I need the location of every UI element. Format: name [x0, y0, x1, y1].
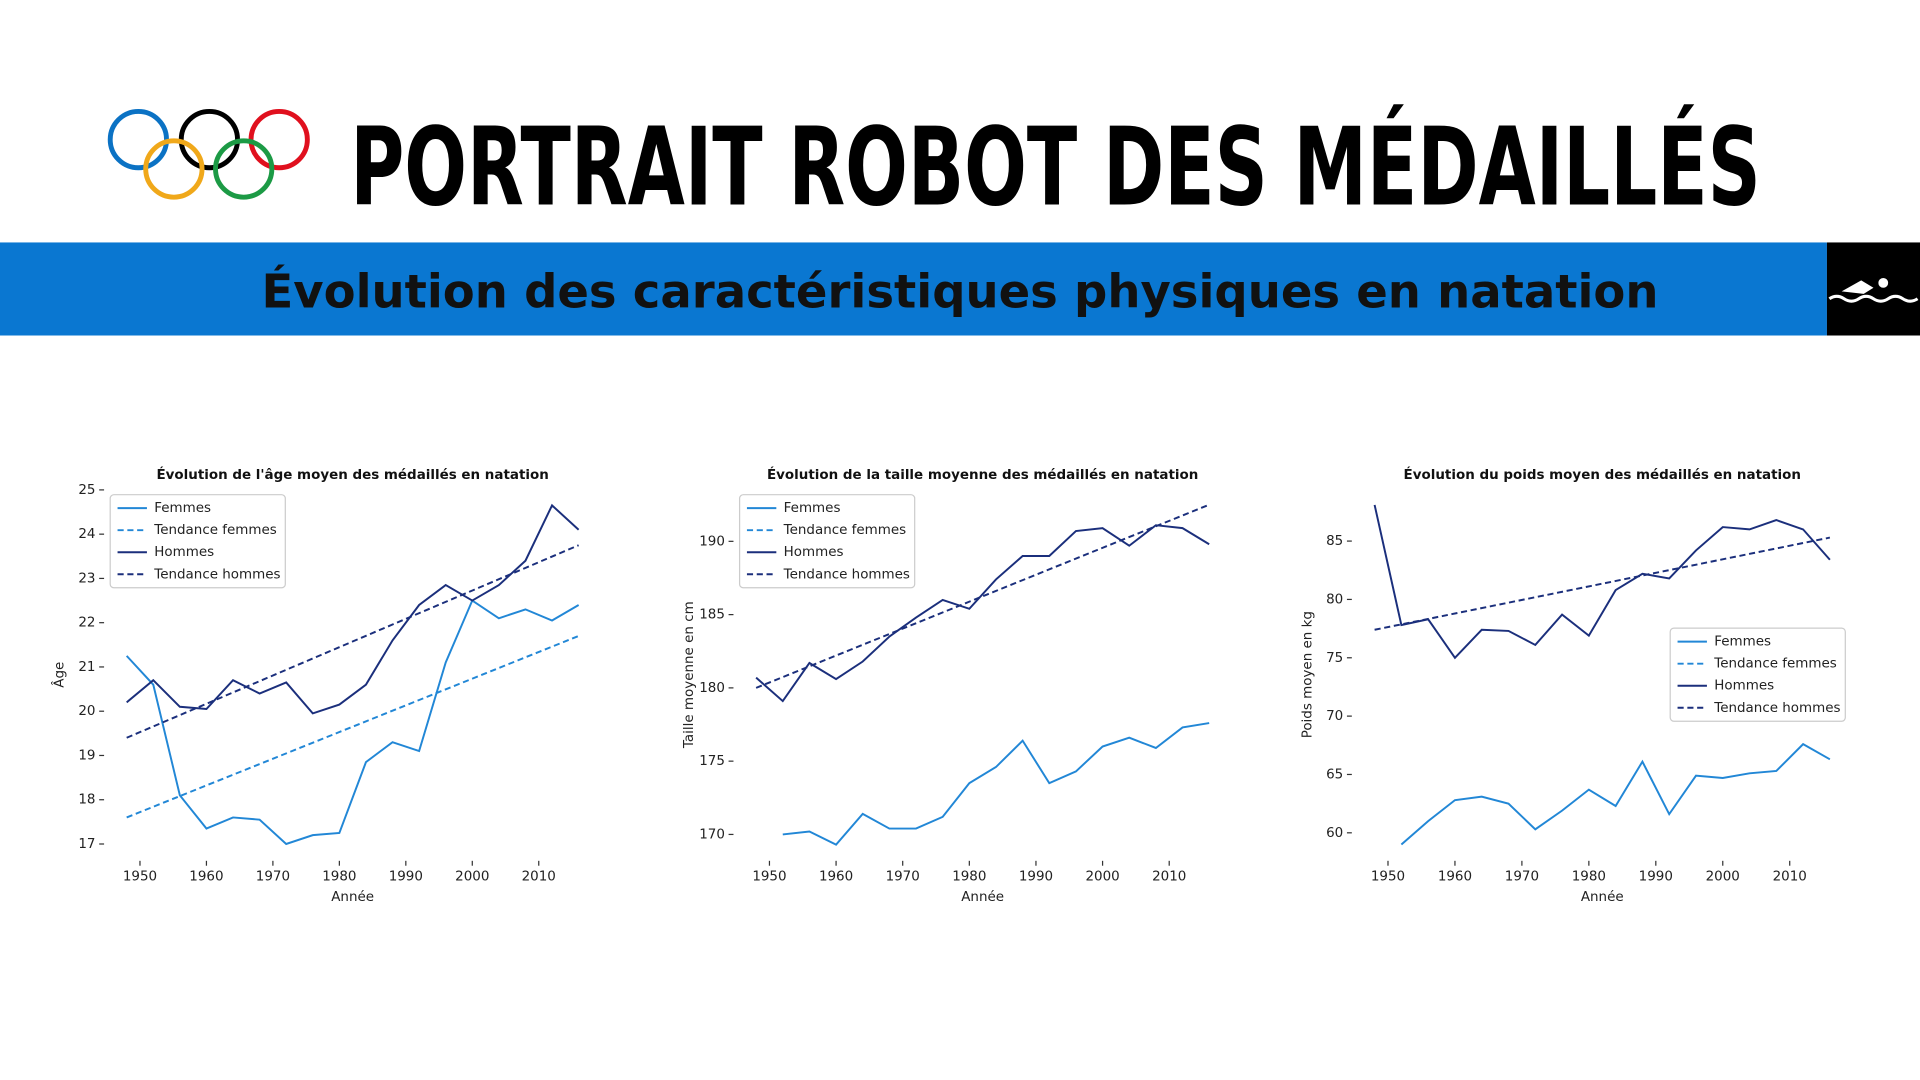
page-subtitle: Évolution des caractéristiques physiques… [262, 264, 1659, 318]
series-line [1373, 504, 1831, 660]
y-tick-label: 18 [78, 793, 95, 808]
y-tick-label: 60 [1326, 826, 1343, 841]
swim-icon-box [1826, 242, 1920, 336]
x-axis-label: Année [331, 889, 374, 905]
legend-label: Hommes [784, 545, 844, 560]
y-tick-label: 80 [1326, 592, 1343, 607]
series-line [755, 503, 1210, 689]
y-tick-label: 21 [78, 660, 95, 675]
ring [213, 138, 275, 200]
x-tick-label: 2000 [1706, 870, 1740, 885]
x-tick-label: 1980 [952, 870, 986, 885]
chart: Évolution du poids moyen des médaillés e… [1300, 465, 1846, 905]
series-line [126, 635, 579, 819]
x-tick-label: 2010 [1152, 870, 1186, 885]
series-line [126, 503, 580, 715]
y-tick-label: 190 [699, 534, 725, 549]
ring [143, 138, 205, 200]
x-axis-label: Année [961, 889, 1004, 905]
y-tick-label: 19 [78, 748, 95, 763]
series-line [125, 599, 580, 846]
ring [178, 108, 240, 171]
x-tick-label: 1950 [1371, 870, 1405, 885]
x-tick-label: 1970 [1505, 870, 1539, 885]
legend-label: Tendance femmes [783, 523, 907, 538]
ring [107, 108, 169, 171]
subtitle-band [0, 242, 1827, 336]
x-tick-label: 2010 [1773, 870, 1807, 885]
y-axis-label: Taille moyenne en cm [682, 601, 697, 749]
legend-label: Femmes [154, 501, 211, 516]
legend-label: Tendance hommes [783, 567, 910, 582]
x-tick-label: 2000 [455, 870, 489, 885]
y-tick-label: 23 [78, 571, 95, 586]
y-tick-label: 85 [1326, 534, 1343, 549]
x-tick-label: 1970 [256, 870, 290, 885]
x-tick-label: 1960 [189, 870, 223, 885]
legend-label: Femmes [1714, 635, 1771, 650]
legend-label: Tendance hommes [153, 567, 280, 582]
y-tick-label: 70 [1326, 709, 1343, 724]
series-line [755, 524, 1210, 703]
y-tick-label: 175 [699, 754, 725, 769]
ring [248, 108, 310, 171]
legend-label: Tendance hommes [1713, 701, 1840, 716]
x-tick-label: 1970 [886, 870, 920, 885]
x-tick-label: 1960 [1438, 870, 1472, 885]
chart-title: Évolution de l'âge moyen des médaillés e… [156, 465, 548, 483]
chart: Évolution de la taille moyenne des médai… [682, 465, 1210, 905]
series-line [1374, 536, 1831, 631]
y-tick-label: 75 [1326, 651, 1343, 666]
x-tick-label: 1980 [1572, 870, 1606, 885]
x-tick-label: 1950 [752, 870, 786, 885]
legend-box [109, 494, 286, 589]
chart-title: Évolution de la taille moyenne des médai… [767, 465, 1198, 483]
y-tick-label: 180 [699, 681, 725, 696]
y-tick-label: 22 [78, 616, 95, 631]
legend-label: Tendance femmes [1713, 657, 1837, 672]
series-line [1400, 742, 1831, 846]
x-tick-label: 2000 [1085, 870, 1119, 885]
y-tick-label: 170 [699, 827, 725, 842]
y-axis-label: Poids moyen en kg [1300, 611, 1315, 738]
legend-box [738, 494, 916, 589]
legend-label: Tendance femmes [153, 523, 277, 538]
x-tick-label: 1980 [322, 870, 356, 885]
page-title: PORTRAIT ROBOT DES MÉDAILLÉS [350, 104, 1761, 230]
chart: Évolution de l'âge moyen des médaillés e… [50, 465, 580, 905]
legend-box [1669, 627, 1846, 722]
series-line [126, 544, 580, 739]
legend: Femmes Tendance femmes Hommes Tendance homm… [109, 494, 286, 589]
swimmer-icon [1828, 277, 1919, 303]
y-tick-label: 20 [78, 704, 95, 719]
x-tick-label: 1990 [1639, 870, 1673, 885]
x-tick-label: 1990 [389, 870, 423, 885]
y-tick-label: 17 [78, 837, 95, 852]
chart-title: Évolution du poids moyen des médaillés e… [1404, 465, 1801, 483]
legend-label: Hommes [154, 545, 214, 560]
legend: Femmes Tendance femmes Hommes Tendance homm… [738, 494, 916, 589]
x-tick-label: 1960 [819, 870, 853, 885]
legend-label: Femmes [784, 501, 841, 516]
x-axis-label: Année [1581, 889, 1624, 905]
legend: Femmes Tendance femmes Hommes Tendance homm… [1669, 627, 1846, 722]
legend-label: Hommes [1714, 679, 1774, 694]
x-tick-label: 1990 [1019, 870, 1053, 885]
y-tick-label: 25 [78, 483, 95, 498]
olympic-rings [107, 108, 310, 200]
x-tick-label: 2010 [522, 870, 556, 885]
series-line [782, 722, 1210, 846]
x-tick-label: 1950 [123, 870, 157, 885]
y-tick-label: 65 [1326, 767, 1343, 782]
y-axis-label: Âge [50, 662, 68, 688]
y-tick-label: 24 [78, 527, 95, 542]
y-tick-label: 185 [699, 608, 725, 623]
